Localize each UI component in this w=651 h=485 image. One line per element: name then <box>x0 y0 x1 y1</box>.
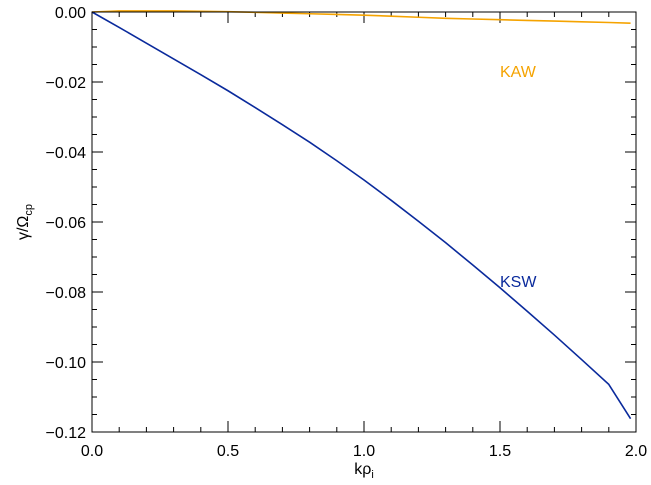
y-tick-label: −0.08 <box>46 285 87 302</box>
x-tick-label: 0.5 <box>217 443 239 460</box>
series-label-kaw: KAW <box>500 64 537 81</box>
series-line-kaw <box>91 10 631 24</box>
x-axis-title-main: kρ <box>354 461 371 478</box>
y-axis-title-subscript: cp <box>23 204 35 216</box>
x-tick-label: 2.0 <box>625 443 647 460</box>
x-axis-title: kρi <box>354 461 374 481</box>
y-tick-label: −0.04 <box>46 145 87 162</box>
y-tick-label: −0.06 <box>46 215 87 232</box>
y-axis-title: γ/Ωcp <box>15 204 35 240</box>
x-tick-label: 0.0 <box>81 443 103 460</box>
series-line-ksw <box>91 11 632 420</box>
tick-labels: 0.0 0.5 1.0 1.5 2.0 0.00 −0.02 −0.04 −0.06 −0.08 −… <box>46 5 648 460</box>
y-tick-label: −0.02 <box>46 75 87 92</box>
y-axis-title-main: γ/Ω <box>15 216 32 240</box>
series-labels: KAW KSW <box>500 64 537 291</box>
y-tick-label: 0.00 <box>55 5 86 22</box>
series-lines <box>91 10 632 420</box>
axis-ticks <box>91 11 637 433</box>
x-axis-title-subscript: i <box>371 469 373 481</box>
y-tick-label: −0.10 <box>46 355 87 372</box>
plot-frame <box>91 11 637 433</box>
x-tick-label: 1.5 <box>489 443 511 460</box>
x-tick-label: 1.0 <box>353 443 375 460</box>
series-label-ksw: KSW <box>500 274 537 291</box>
y-tick-label: −0.12 <box>46 425 87 442</box>
